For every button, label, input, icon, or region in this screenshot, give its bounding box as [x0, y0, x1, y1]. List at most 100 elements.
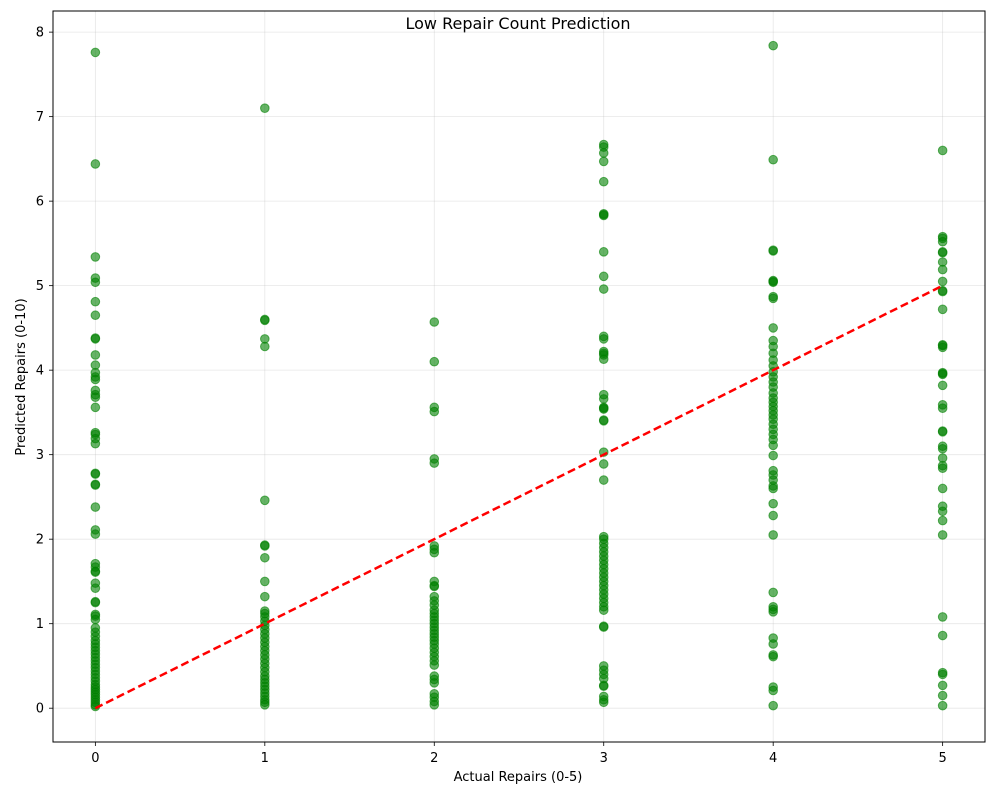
y-tick-label: 8: [36, 26, 44, 41]
data-point: [937, 669, 948, 680]
y-tick-label: 4: [36, 364, 44, 379]
data-point: [937, 236, 948, 247]
data-point: [90, 614, 101, 625]
data-point: [90, 334, 101, 344]
data-point: [260, 700, 270, 710]
data-point: [937, 145, 948, 156]
data-point: [937, 403, 948, 413]
data-point: [937, 530, 948, 540]
data-point: [768, 450, 778, 461]
x-tick-label: 5: [938, 751, 946, 766]
data-point: [90, 438, 101, 449]
data-point: [768, 639, 778, 649]
data-point: [429, 581, 440, 592]
y-tick-label: 3: [36, 448, 44, 463]
plot-frame: [52, 10, 986, 743]
data-point: [768, 154, 778, 165]
y-axis-label: Predicted Repairs (0-10): [14, 298, 29, 455]
x-axis-ticks: 0 1 2 3 4 5: [91, 742, 947, 766]
data-point: [768, 40, 778, 51]
data-point: [260, 495, 270, 506]
data-point: [90, 502, 101, 512]
chart-title: Low Repair Count Prediction: [406, 14, 631, 33]
data-point: [598, 681, 609, 692]
data-point: [429, 356, 440, 367]
data-point: [937, 700, 948, 711]
data-point: [90, 277, 101, 288]
data-point: [768, 498, 778, 509]
data-point: [429, 547, 440, 558]
y-tick-label: 7: [36, 110, 44, 125]
data-point: [429, 458, 440, 468]
data-point: [598, 416, 609, 426]
y-tick-label: 1: [36, 617, 44, 632]
y-tick-label: 6: [36, 195, 44, 210]
data-point: [90, 296, 101, 307]
x-tick-label: 2: [430, 751, 438, 766]
data-point: [768, 323, 778, 333]
data-point: [598, 156, 609, 167]
x-tick-label: 4: [769, 751, 777, 766]
data-point: [260, 315, 270, 326]
data-point: [937, 443, 948, 454]
x-tick-label: 3: [600, 751, 608, 766]
data-point: [260, 341, 270, 352]
y-tick-label: 2: [36, 533, 44, 548]
data-point: [598, 334, 609, 344]
data-point: [598, 404, 609, 414]
y-tick-label: 0: [36, 702, 44, 717]
data-point: [598, 697, 609, 708]
data-point: [937, 380, 948, 391]
data-point: [937, 427, 948, 437]
data-point: [937, 680, 948, 691]
data-point: [937, 515, 948, 526]
data-point: [768, 530, 778, 540]
data-point: [598, 271, 609, 282]
data-point: [90, 374, 101, 385]
data-point: [598, 605, 609, 615]
data-point: [90, 597, 101, 608]
data-point: [937, 264, 948, 275]
data-point: [598, 622, 609, 632]
data-point: [937, 369, 948, 380]
data-point: [937, 304, 948, 315]
data-point: [937, 506, 948, 517]
data-point: [768, 607, 778, 617]
data-point: [937, 630, 948, 641]
data-point: [598, 148, 609, 158]
data-point: [598, 394, 609, 404]
data-point: [90, 567, 101, 577]
data-point: [937, 286, 948, 297]
data-point: [768, 440, 778, 451]
data-point: [90, 529, 101, 539]
x-tick-label: 1: [261, 751, 269, 766]
x-tick-label: 0: [91, 751, 99, 766]
ideal-fit-line: [94, 284, 944, 710]
data-point: [429, 406, 440, 417]
data-point: [90, 469, 101, 479]
data-point: [260, 552, 270, 563]
data-point: [90, 252, 101, 262]
data-point: [90, 47, 101, 58]
data-point: [768, 700, 778, 711]
data-point: [937, 247, 948, 258]
data-point: [937, 463, 948, 473]
data-point: [598, 475, 609, 485]
grid-lines: [53, 11, 985, 742]
data-point: [429, 660, 440, 670]
data-point: [768, 277, 778, 288]
data-points: [90, 40, 948, 712]
data-point: [260, 541, 270, 551]
data-point: [768, 293, 778, 304]
data-point: [90, 480, 101, 490]
data-point: [768, 685, 778, 696]
data-point: [598, 176, 609, 187]
data-point: [598, 354, 609, 364]
data-point: [937, 342, 948, 353]
data-point: [90, 392, 101, 403]
data-point: [768, 587, 778, 598]
data-point: [768, 246, 778, 256]
data-point: [429, 317, 440, 327]
data-point: [598, 284, 609, 294]
